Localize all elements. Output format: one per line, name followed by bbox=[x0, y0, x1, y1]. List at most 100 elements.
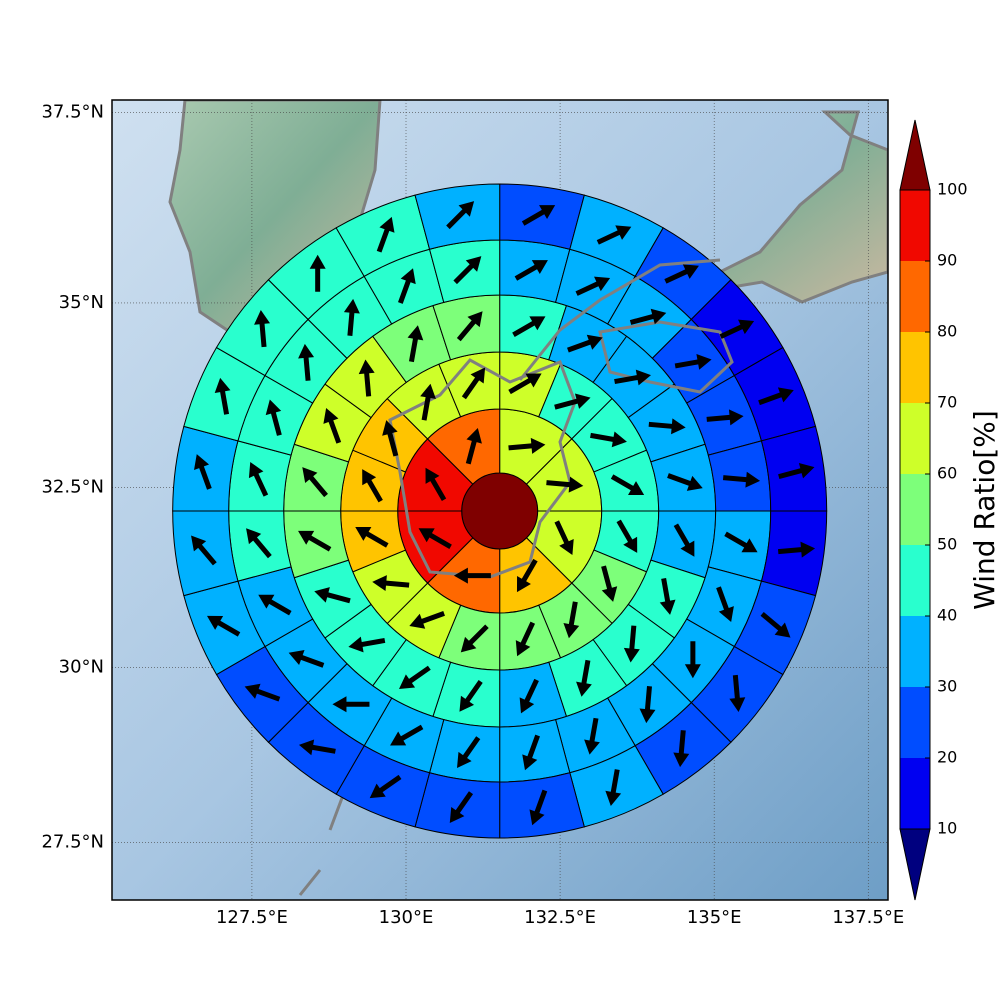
wind-arrow bbox=[302, 467, 328, 498]
wind-arrow bbox=[398, 268, 416, 304]
y-tick-label: 27.5°N bbox=[41, 832, 104, 853]
x-tick-label: 127.5°E bbox=[216, 907, 288, 928]
honshu-coast bbox=[518, 258, 721, 381]
wind-arrow bbox=[522, 734, 540, 771]
wind-arrow bbox=[514, 260, 548, 281]
x-tick-label: 130°E bbox=[379, 907, 434, 928]
sector-cell bbox=[414, 772, 501, 839]
colorbar-bin bbox=[900, 758, 930, 829]
wind-arrow bbox=[664, 264, 699, 284]
colorbar-label: Wind Ratio[%] bbox=[968, 410, 1000, 610]
colorbar-frame bbox=[899, 189, 931, 830]
wind-arrow bbox=[314, 587, 351, 604]
wind-arrow bbox=[460, 624, 489, 653]
wind-arrow bbox=[567, 334, 603, 353]
wind-arrow bbox=[516, 558, 538, 593]
y-tick-label: 37.5°N bbox=[41, 101, 104, 122]
wind-arrow bbox=[246, 528, 272, 559]
wind-arrow bbox=[456, 311, 483, 342]
wind-arrow bbox=[673, 730, 690, 768]
map-frame bbox=[111, 99, 889, 901]
wind-arrow bbox=[194, 454, 212, 490]
wind-arrow bbox=[446, 201, 475, 230]
colorbar-tick-label: 20 bbox=[937, 748, 957, 767]
wind-arrow bbox=[449, 791, 474, 824]
wind-arrow bbox=[629, 308, 667, 325]
wind-arrow bbox=[575, 276, 611, 296]
colorbar-tick-label: 70 bbox=[937, 393, 957, 412]
wind-arrow bbox=[254, 310, 271, 348]
y-tick-label: 30°N bbox=[59, 656, 104, 677]
colorbar-tick-label: 80 bbox=[937, 322, 957, 341]
wind-arrow bbox=[590, 431, 627, 448]
sector-cell bbox=[760, 425, 828, 512]
wind-arrow bbox=[323, 408, 342, 444]
colorbar-bin bbox=[900, 261, 930, 332]
wind-arrow bbox=[369, 774, 402, 799]
wind-arrow bbox=[206, 615, 241, 637]
wind-arrow bbox=[673, 523, 695, 557]
wind-arrow bbox=[457, 736, 481, 768]
colorbar-tick-label: 30 bbox=[937, 677, 957, 696]
wind-arrow bbox=[399, 665, 431, 689]
colorbar-bin bbox=[900, 687, 930, 758]
wind-arrow bbox=[465, 427, 482, 465]
wind-arrow bbox=[758, 387, 794, 406]
colorbar-tick-label: 50 bbox=[937, 535, 957, 554]
wind-arrow bbox=[546, 476, 584, 493]
wind-arrow bbox=[453, 567, 491, 584]
wind-arrows bbox=[191, 201, 816, 826]
colorbar-bin bbox=[900, 545, 930, 616]
wind-arrow bbox=[258, 594, 292, 616]
wind-arrow bbox=[760, 611, 791, 638]
colorbar-over bbox=[899, 119, 931, 191]
wind-arrow bbox=[563, 601, 580, 639]
colorbar-bin bbox=[900, 616, 930, 687]
wind-arrow bbox=[459, 680, 483, 712]
colorbar-bin bbox=[900, 332, 930, 403]
wind-arrow bbox=[623, 625, 640, 663]
wind-arrow bbox=[244, 683, 281, 702]
sector-cell bbox=[172, 425, 239, 512]
wind-arrow bbox=[722, 471, 761, 488]
colorbar-tick-label: 40 bbox=[937, 606, 957, 625]
wind-arrow bbox=[248, 462, 269, 497]
wind-arrow bbox=[298, 739, 336, 756]
colorbar-bin bbox=[900, 403, 930, 474]
wind-arrow bbox=[407, 325, 424, 363]
wind-arrow bbox=[719, 319, 755, 339]
wind-arrow bbox=[512, 316, 546, 337]
wind-arrow bbox=[554, 393, 591, 410]
wind-arrow bbox=[596, 225, 632, 245]
wind-arrow bbox=[265, 399, 282, 436]
wind-arrow bbox=[382, 420, 399, 457]
wind-arrow bbox=[777, 541, 816, 558]
colorbar-tick-label: 10 bbox=[937, 819, 957, 838]
wind-arrow bbox=[639, 686, 656, 724]
wind-arrow bbox=[453, 256, 482, 285]
wind-arrow bbox=[529, 789, 548, 826]
wind-arrow bbox=[332, 696, 370, 713]
wind-arrow bbox=[390, 724, 424, 746]
wind-arrow bbox=[610, 474, 645, 496]
wind-arrow bbox=[298, 530, 332, 552]
x-tick-label: 137.5°E bbox=[832, 907, 904, 928]
y-tick-label: 32.5°N bbox=[41, 477, 104, 498]
wind-arrow bbox=[716, 586, 734, 623]
axes: 127.5°E 130°E 132.5°E 135°E 137.5°E 27.5°N 30°… bbox=[41, 101, 904, 928]
wind-arrow bbox=[684, 641, 701, 679]
colorbar-tick-label: 100 bbox=[937, 180, 968, 199]
wind-arrow bbox=[729, 674, 746, 712]
wind-arrow bbox=[298, 343, 315, 381]
colorbar-tick-label: 60 bbox=[937, 464, 957, 483]
wind-arrow bbox=[425, 467, 447, 502]
wind-arrow bbox=[418, 528, 452, 549]
sectors bbox=[172, 183, 828, 839]
wind-arrow bbox=[288, 650, 325, 668]
wind-arrow bbox=[614, 369, 651, 386]
wind-arrow bbox=[372, 575, 410, 592]
wind-arrow bbox=[420, 383, 436, 421]
colorbar: 10 20 30 40 50 60 70 80 90 100 bbox=[899, 119, 968, 901]
x-tick-label: 132.5°E bbox=[524, 907, 596, 928]
wind-arrow bbox=[191, 535, 217, 566]
